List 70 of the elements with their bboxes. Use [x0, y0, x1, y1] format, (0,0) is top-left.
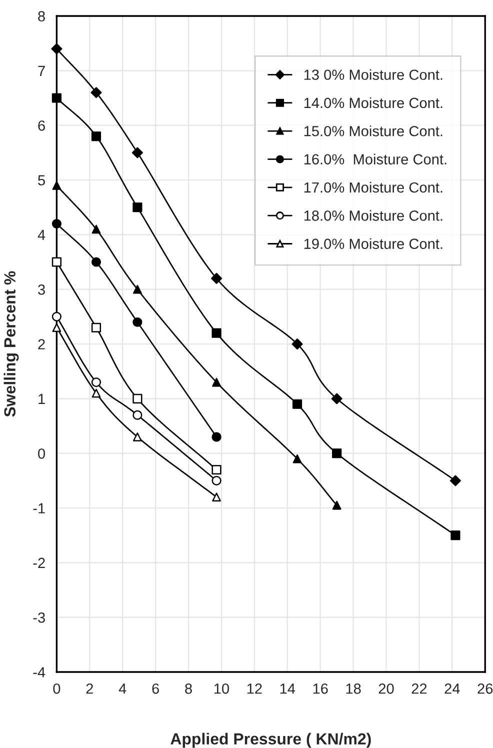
- point: [212, 378, 221, 387]
- x-tick-label: 10: [214, 684, 230, 694]
- point: [212, 432, 222, 442]
- point: [212, 328, 222, 338]
- point: [52, 93, 62, 103]
- point: [132, 202, 142, 212]
- point: [332, 448, 342, 458]
- legend-label: 16.0% Moisture Cont.: [304, 154, 446, 164]
- point: [91, 257, 102, 267]
- legend-label: 19.0% Moisture Cont.: [304, 238, 442, 249]
- y-tick-label: 2: [38, 339, 45, 350]
- point: [52, 323, 62, 332]
- point: [91, 131, 102, 142]
- y-tick-label: -3: [33, 612, 45, 623]
- x-tick-label: 4: [118, 684, 126, 694]
- point: [52, 218, 62, 229]
- point: [52, 181, 62, 190]
- point: [292, 399, 302, 409]
- x-tick-label: 26: [478, 684, 493, 694]
- point: [132, 147, 143, 158]
- point: [292, 338, 303, 350]
- x-tick-label: 16: [313, 684, 328, 694]
- point: [52, 312, 62, 322]
- point: [450, 530, 460, 540]
- point: [292, 454, 302, 464]
- y-tick-label: 0: [38, 448, 46, 459]
- x-tick-label: 0: [53, 684, 60, 694]
- legend-label: 13 0% Moisture Cont.: [304, 69, 442, 80]
- point: [92, 224, 101, 234]
- y-tick-label: 8: [38, 11, 45, 22]
- legend-label: 18.0% Moisture Cont.: [304, 210, 442, 221]
- y-tick-label: 1: [38, 394, 45, 404]
- x-tick-label: 18: [346, 684, 361, 694]
- y-tick-label: -4: [33, 667, 46, 678]
- point: [132, 394, 142, 404]
- x-tick-label: 14: [280, 684, 296, 694]
- y-axis-title: Swelling Percent %: [4, 271, 19, 417]
- point: [210, 272, 222, 284]
- x-tick-label: 6: [152, 684, 159, 694]
- point: [91, 322, 102, 332]
- x-tick-label: 8: [185, 684, 192, 694]
- y-tick-label: -1: [33, 503, 45, 514]
- x-tick-label: 24: [444, 684, 460, 694]
- y-tick-label: 3: [38, 284, 45, 295]
- y-tick-label: 4: [38, 230, 46, 240]
- legend-label: 14.0% Moisture Cont.: [304, 97, 442, 108]
- x-tick-label: 12: [247, 684, 262, 694]
- legend-label: 17.0% Moisture Cont.: [304, 182, 442, 193]
- point: [92, 388, 101, 398]
- point: [331, 393, 342, 404]
- point: [212, 476, 222, 486]
- point: [450, 475, 461, 486]
- point: [132, 284, 142, 294]
- x-tick-label: 22: [412, 684, 427, 694]
- point: [91, 377, 102, 388]
- y-tick-label: -2: [33, 558, 45, 568]
- y-tick-label: 5: [38, 175, 45, 186]
- x-tick-label: 20: [378, 684, 394, 694]
- point: [90, 87, 102, 98]
- point: [132, 410, 142, 420]
- x-axis-title: Applied Pressure ( KN/m2): [170, 732, 371, 748]
- y-tick-label: 7: [38, 66, 45, 76]
- x-tick-label: 2: [86, 684, 93, 694]
- point: [332, 500, 342, 510]
- point: [212, 464, 222, 475]
- point: [52, 257, 62, 267]
- legend-label: 15.0% Moisture Cont.: [304, 126, 442, 136]
- point: [132, 317, 142, 327]
- y-tick-label: 6: [38, 120, 45, 131]
- point: [51, 43, 62, 54]
